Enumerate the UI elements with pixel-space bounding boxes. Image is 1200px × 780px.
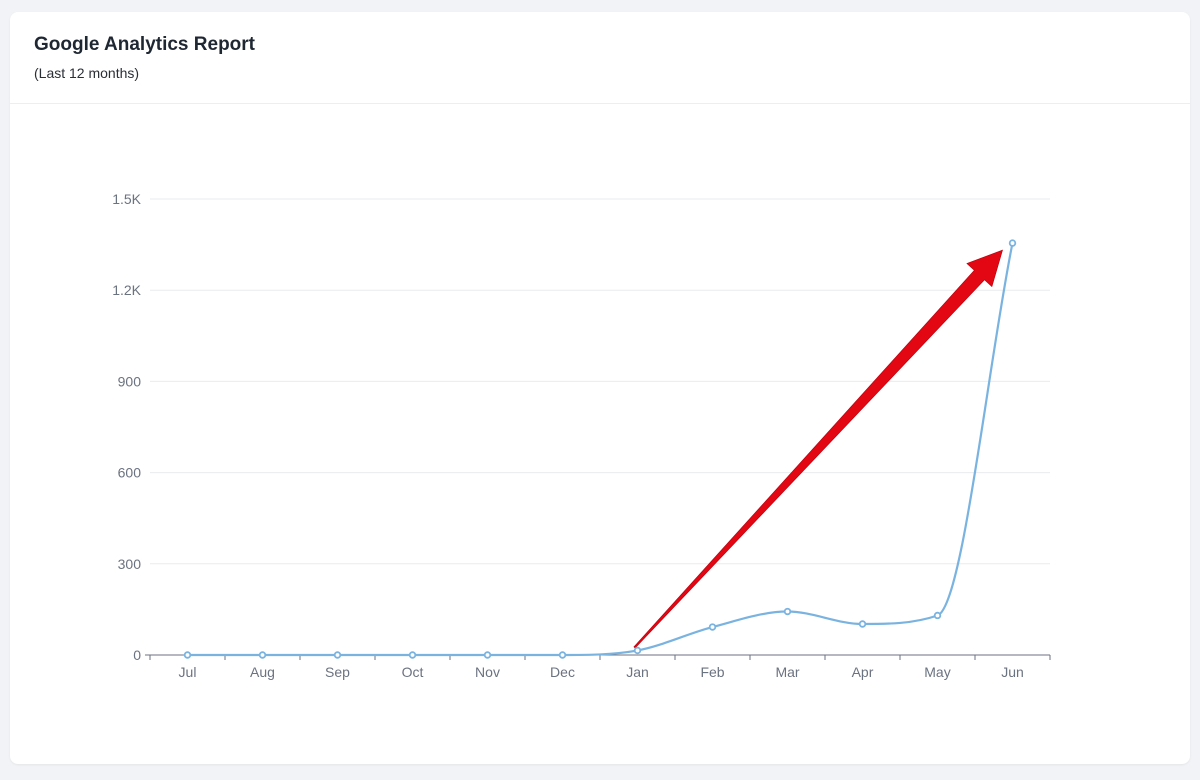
x-tick-label: May — [924, 664, 950, 680]
data-point[interactable] — [408, 651, 417, 659]
trend-arrow — [633, 249, 1003, 649]
report-subtitle: (Last 12 months) — [34, 65, 140, 81]
x-tick-label: Sep — [325, 664, 350, 680]
x-tick-label: Feb — [700, 664, 724, 680]
x-axis-labels: Jul Aug Sep Oct Nov Dec Jan Feb Mar Apr May Jun — [179, 664, 1024, 680]
data-point[interactable] — [933, 611, 942, 620]
data-point[interactable] — [183, 651, 192, 659]
x-tick-label: Dec — [550, 664, 575, 680]
x-tick-label: Apr — [852, 664, 874, 680]
x-tick-label: Oct — [402, 664, 424, 680]
y-tick-label: 1.5K — [112, 191, 141, 207]
series-line-path — [187, 242, 1014, 657]
y-tick-label: 300 — [118, 556, 142, 572]
data-point[interactable] — [708, 623, 717, 631]
x-tick-label: Aug — [250, 664, 275, 680]
series-points — [183, 239, 1017, 659]
x-tick-label: Jan — [626, 664, 649, 680]
trend-arrow-shape — [633, 249, 1003, 649]
x-tick-label: Jul — [179, 664, 197, 680]
data-point[interactable] — [483, 651, 492, 659]
data-point[interactable] — [1008, 239, 1017, 247]
y-tick-label: 0 — [133, 647, 141, 663]
report-card: Google Analytics Report (Last 12 months) — [10, 12, 1190, 764]
data-point[interactable] — [783, 607, 792, 616]
grid-lines — [150, 198, 1050, 565]
x-tick-label: Nov — [475, 664, 500, 680]
x-tick-label: Mar — [775, 664, 799, 680]
series-line — [187, 242, 1014, 657]
y-tick-label: 1.2K — [112, 282, 141, 298]
data-point[interactable] — [333, 651, 342, 659]
report-title: Google Analytics Report — [34, 34, 255, 55]
y-tick-label: 900 — [118, 373, 142, 389]
y-tick-label: 600 — [118, 465, 142, 481]
card-header: Google Analytics Report (Last 12 months) — [10, 12, 1190, 104]
data-point[interactable] — [558, 651, 567, 659]
y-axis-labels: 0 300 600 900 1.2K 1.5K — [112, 191, 141, 663]
data-point[interactable] — [258, 651, 267, 659]
data-point[interactable] — [633, 646, 642, 655]
data-point[interactable] — [858, 620, 867, 628]
x-tick-label: Jun — [1001, 664, 1024, 680]
